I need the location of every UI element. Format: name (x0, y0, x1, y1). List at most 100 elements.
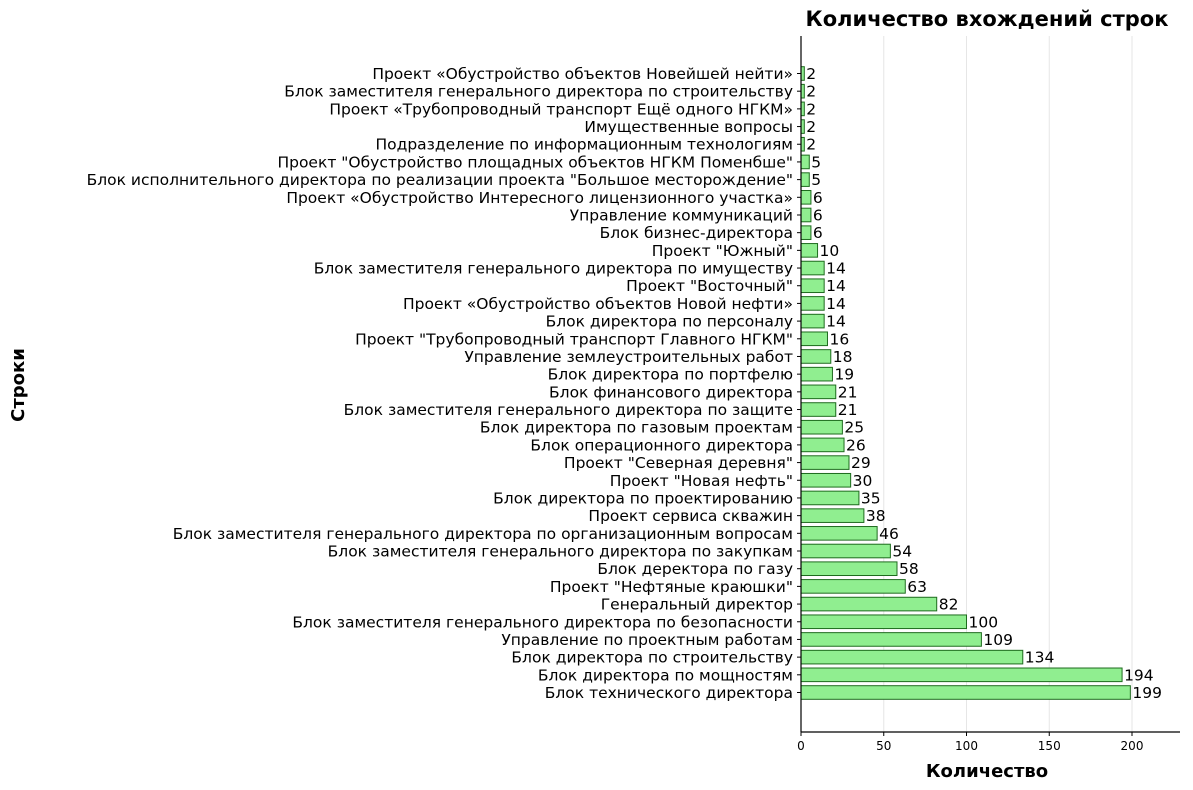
value-label: 58 (899, 560, 919, 578)
bar (800, 632, 982, 647)
x-tick-label: 0 (797, 739, 805, 753)
bar (800, 384, 837, 400)
category-label: Подразделение по информационным технолог… (375, 136, 793, 154)
bar (800, 596, 938, 612)
axes-group: 0 50 100 150 200 Проект «Обустройство объекто… (87, 36, 1180, 753)
bar (800, 685, 1131, 700)
category-label: Блок заместителя генерального директора … (328, 543, 793, 561)
value-label: 21 (838, 383, 858, 401)
value-label: 199 (1132, 684, 1162, 702)
bar (800, 579, 906, 594)
value-label: 5 (811, 153, 821, 171)
bar (800, 154, 810, 170)
x-tick-label: 50 (876, 739, 891, 753)
category-label: Блок директора по проектированию (493, 489, 793, 507)
bars-group: 2222255666101414141416181921212526293035… (800, 65, 1162, 702)
category-label: Проект "Восточный" (626, 277, 793, 295)
value-label: 82 (939, 596, 959, 614)
value-label: 6 (813, 224, 823, 242)
x-tick-label: 100 (955, 739, 978, 753)
bar (800, 278, 825, 294)
bar (800, 455, 850, 470)
category-label: Управление по проектным работам (501, 631, 793, 649)
value-label: 18 (833, 348, 853, 366)
bar (800, 207, 812, 223)
category-label: Проект "Новая нефть" (610, 472, 793, 490)
value-label: 19 (834, 366, 854, 384)
bar (800, 349, 832, 364)
x-tick-label: 150 (1038, 739, 1061, 753)
bar (800, 419, 843, 435)
category-label: Блок операционного директора (530, 436, 793, 454)
category-label: Блок заместителя генерального директора … (314, 260, 793, 278)
category-label: Проект "Южный" (652, 242, 793, 260)
bar (800, 437, 845, 453)
value-label: 46 (879, 525, 899, 543)
category-label: Блок директора по строительству (511, 649, 793, 667)
value-label: 30 (853, 472, 873, 490)
bar (800, 508, 865, 523)
x-tick-label: 200 (1121, 739, 1144, 753)
category-label: Проект «Обустройство Интересного лицензи… (286, 189, 793, 207)
category-label: Проект «Обустройство объектов Новейшей н… (372, 65, 793, 83)
value-label: 54 (892, 543, 912, 561)
bar (800, 243, 819, 258)
value-label: 29 (851, 454, 871, 472)
bar (800, 472, 852, 488)
category-label: Блок исполнительного директора по реализ… (87, 171, 793, 189)
bar (800, 225, 812, 240)
category-label: Блок заместителя генерального директора … (344, 401, 793, 419)
value-label: 14 (826, 313, 846, 331)
value-label: 194 (1124, 666, 1154, 684)
bar (800, 490, 860, 506)
bar (800, 296, 825, 311)
value-label: 2 (806, 136, 816, 154)
category-label: Блок директора по газовым проектам (480, 419, 793, 437)
bar (800, 526, 878, 541)
bar (800, 543, 891, 559)
value-label: 2 (806, 65, 816, 83)
bar (800, 172, 810, 187)
value-label: 5 (811, 171, 821, 189)
category-label: Генеральный директор (601, 596, 793, 614)
category-label: Блок технического директора (545, 684, 793, 702)
bar (800, 366, 833, 382)
category-label: Проект сервиса скважин (588, 507, 793, 525)
value-label: 10 (820, 242, 840, 260)
category-label: Управление коммуникаций (570, 206, 793, 224)
bar (800, 190, 812, 205)
value-label: 16 (829, 330, 849, 348)
category-label: Блок директора по портфелю (548, 366, 793, 384)
value-label: 14 (826, 295, 846, 313)
y-axis-label: Строки (8, 348, 29, 422)
category-label: Проект "Обустройство площадных объектов … (277, 153, 793, 171)
bar (800, 260, 825, 276)
category-label: Проект "Северная деревня" (564, 454, 793, 472)
value-label: 2 (806, 100, 816, 118)
value-label: 109 (983, 631, 1013, 649)
category-label: Проект «Трубопроводный транспорт Ещё одн… (329, 100, 793, 118)
bar (800, 331, 828, 347)
value-label: 6 (813, 189, 823, 207)
value-label: 35 (861, 489, 881, 507)
category-label: Блок финансового директора (549, 383, 793, 401)
value-label: 26 (846, 436, 866, 454)
x-axis-label: Количество (926, 761, 1048, 782)
value-label: 14 (826, 260, 846, 278)
category-label: Блок директора по мощностям (538, 666, 793, 684)
value-label: 2 (806, 83, 816, 101)
value-label: 38 (866, 507, 886, 525)
value-label: 6 (813, 206, 823, 224)
category-label: Имущественные вопросы (584, 118, 793, 136)
chart-title: Количество вхождений строк (806, 7, 1169, 31)
value-label: 63 (907, 578, 927, 596)
category-label: Управление землеустроительных работ (464, 348, 793, 366)
bar (800, 649, 1024, 665)
value-label: 100 (969, 613, 999, 631)
value-label: 25 (844, 419, 864, 437)
value-label: 21 (838, 401, 858, 419)
category-label: Блок бизнес-директора (600, 224, 793, 242)
bar (800, 561, 898, 577)
value-label: 14 (826, 277, 846, 295)
